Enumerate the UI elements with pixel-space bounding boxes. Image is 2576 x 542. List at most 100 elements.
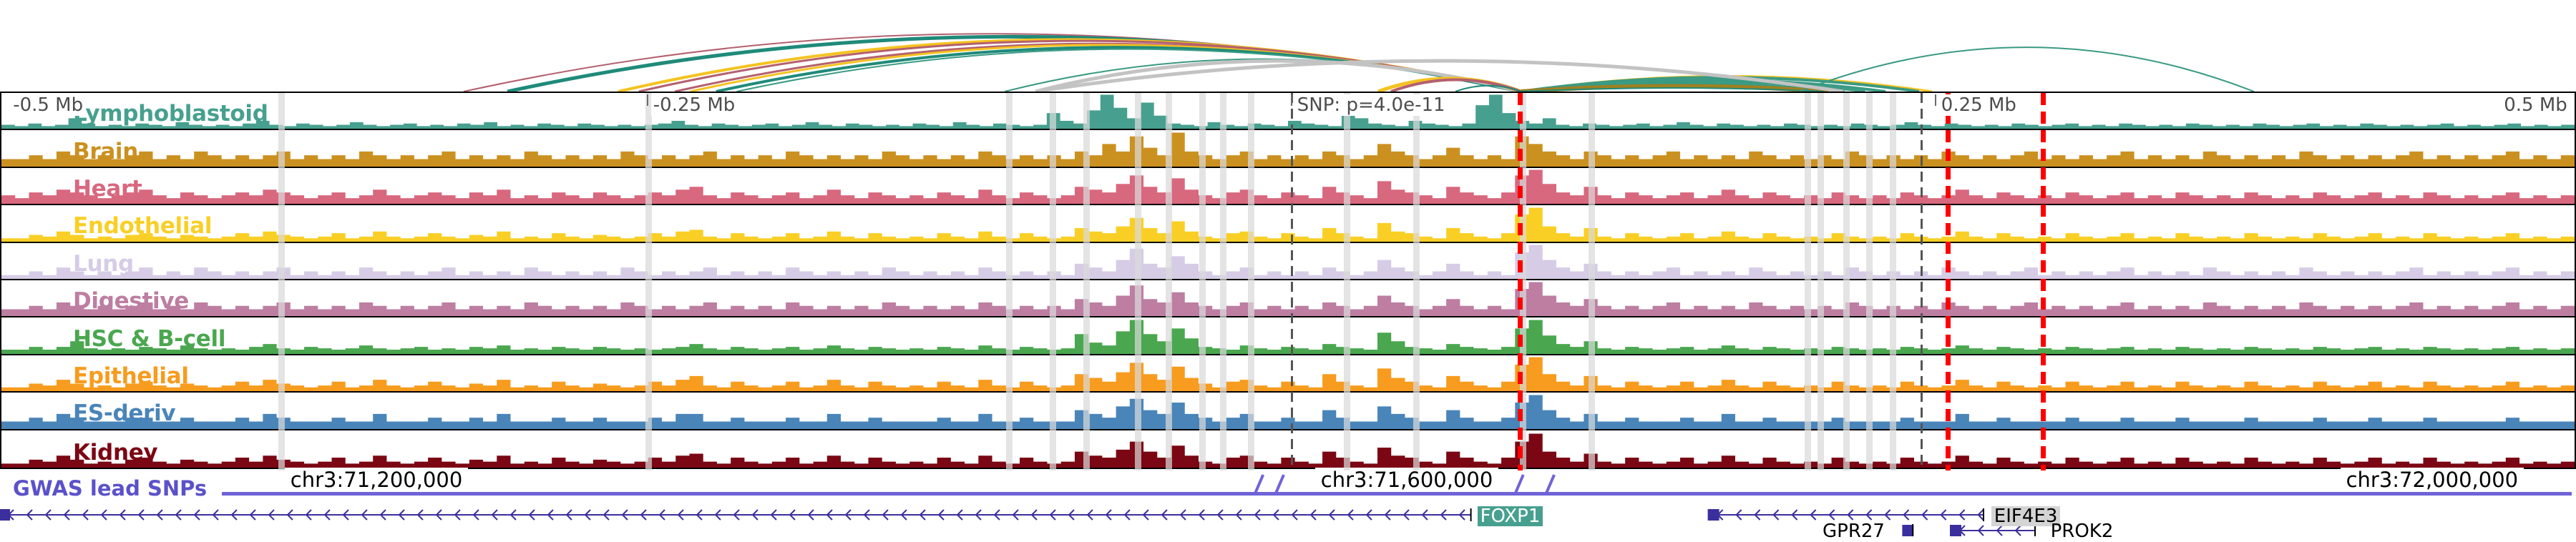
gene-strand-arrow	[1161, 509, 1168, 521]
gene-strand-arrow	[751, 509, 758, 521]
gene-label-prok2[interactable]: PROK2	[2050, 521, 2114, 542]
interaction-arc	[1035, 59, 1844, 92]
gene-strand-arrow	[44, 509, 52, 521]
gene-strand-arrow	[1030, 509, 1038, 521]
gene-strand-arrow	[547, 509, 554, 521]
signal-profile	[1, 94, 2575, 129]
gene-strand-arrow	[1440, 509, 1447, 521]
gene-strand-arrow	[696, 509, 703, 521]
gwas-axis-line	[222, 492, 2572, 496]
gene-strand-arrow	[640, 509, 647, 521]
gene-annotation-track[interactable]: FOXP1 EIF4E3 GPR27 PROK2	[0, 505, 2576, 541]
interaction-arc	[1799, 46, 2255, 92]
gwas-snp-tick[interactable]	[1513, 474, 1525, 496]
gene-strand-arrow	[1049, 509, 1056, 521]
gwas-snp-tick[interactable]	[1274, 474, 1285, 496]
axis-tick-mark	[646, 94, 648, 106]
interaction-arc	[1455, 84, 1522, 92]
gene-strand-arrow	[807, 509, 814, 521]
gene-label-foxp1[interactable]: FOXP1	[1477, 506, 1543, 526]
signal-track-endothelial: Endothelial	[1, 205, 2575, 243]
interaction-arc	[1521, 84, 1830, 92]
gene-strand-arrow	[1235, 509, 1242, 521]
gene-strand-arrow	[1996, 525, 2003, 536]
gene-strand-arrow	[82, 509, 89, 521]
gene-label-gpr27[interactable]: GPR27	[1823, 521, 1885, 542]
gene-strand-arrow	[882, 509, 889, 521]
gene-strand-arrow	[528, 509, 535, 521]
gene-strand-arrow	[975, 509, 982, 521]
gene-strand-arrow	[1884, 509, 1891, 521]
gene-strand-arrow	[100, 509, 107, 521]
interaction-arcs-svg	[463, 33, 2255, 92]
gene-strand-arrow	[230, 509, 238, 521]
gene-strand-arrow	[63, 509, 70, 521]
gene-strand-arrow	[1458, 509, 1465, 521]
gene-strand-arrow	[1216, 509, 1224, 521]
gene-strand-arrow	[844, 509, 852, 521]
gene-strand-arrow	[472, 509, 479, 521]
signal-profile	[1, 395, 2575, 429]
gene-label-eif4e3[interactable]: EIF4E3	[1991, 506, 2061, 526]
gene-strand-arrow	[491, 509, 498, 521]
gene-strand-arrow	[1847, 509, 1854, 521]
gene-exon-block[interactable]	[1707, 509, 1719, 521]
gwas-snp-tick[interactable]	[1544, 474, 1556, 496]
gene-strand-arrow	[1402, 509, 1410, 521]
axis-tick-label: 0.5 Mb	[2502, 94, 2570, 116]
gene-exon-block[interactable]	[0, 509, 10, 521]
signal-track-es-deriv: ES-deriv	[1, 393, 2575, 430]
gene-strand-arrow	[900, 509, 907, 521]
gene-strand-arrow	[1309, 509, 1317, 521]
gene-strand-arrow	[1903, 509, 1910, 521]
gene-strand-arrow	[1754, 509, 1761, 521]
gene-strand-arrow	[342, 509, 349, 521]
signal-profile	[1, 357, 2575, 392]
gene-strand-arrow	[1105, 509, 1112, 521]
gwas-snp-marks[interactable]	[0, 472, 2576, 505]
gene-strand-arrow	[1828, 509, 1835, 521]
interaction-arcs-panel	[0, 0, 2576, 92]
gene-strand-arrow	[1254, 509, 1261, 521]
signal-profile	[1, 132, 2575, 167]
axis-tick-label: SNP: p=4.0e-11	[1294, 94, 1448, 116]
gene-strand-arrow	[937, 509, 945, 521]
gene-strand-arrow	[2014, 525, 2021, 536]
signal-track-epithelial: Epithelial	[1, 355, 2575, 393]
gene-exon-block[interactable]	[1902, 525, 1914, 536]
gene-strand-arrow	[212, 509, 219, 521]
gene-strand-arrow	[714, 509, 721, 521]
gene-strand-arrow	[993, 509, 1000, 521]
gene-strand-arrow	[1421, 509, 1428, 521]
axis-tick-label: -0.25 Mb	[650, 94, 738, 116]
gene-strand-arrow	[1384, 509, 1391, 521]
coordinate-label: chr3:71,600,000	[1314, 468, 1499, 492]
coordinate-label: chr3:71,200,000	[284, 468, 469, 492]
gene-exon-block[interactable]	[1950, 525, 1961, 536]
signal-track-brain: Brain	[1, 130, 2575, 168]
axis-tick-label: -0.5 Mb	[11, 94, 86, 116]
signal-track-lung: Lung	[1, 242, 2575, 280]
gene-strand-arrow	[1791, 509, 1798, 521]
gene-strand-arrow	[770, 509, 777, 521]
gene-strand-arrow	[1291, 509, 1298, 521]
interaction-arc	[1035, 59, 1522, 92]
gene-strand-arrow	[1012, 509, 1019, 521]
gene-models-svg[interactable]	[0, 505, 2576, 536]
gwas-lead-snps-track[interactable]: GWAS lead SNPs chr3:71,200,000 chr3:71,60…	[0, 468, 2576, 505]
gene-strand-arrow	[826, 509, 833, 521]
gene-strand-arrow	[677, 509, 684, 521]
gwas-track-label: GWAS lead SNPs	[13, 476, 208, 501]
gene-strand-arrow	[733, 509, 740, 521]
gene-strand-arrow	[1977, 509, 1984, 521]
gene-strand-arrow	[249, 509, 256, 521]
gene-strand-arrow	[1735, 509, 1742, 521]
gene-strand-arrow	[454, 509, 461, 521]
gene-strand-arrow	[621, 509, 628, 521]
gwas-snp-tick[interactable]	[1253, 474, 1265, 496]
signal-profile	[1, 433, 2575, 468]
gene-strand-arrow	[919, 509, 926, 521]
signal-track-kidney: Kidney	[1, 430, 2575, 468]
gene-strand-arrow	[137, 509, 145, 521]
